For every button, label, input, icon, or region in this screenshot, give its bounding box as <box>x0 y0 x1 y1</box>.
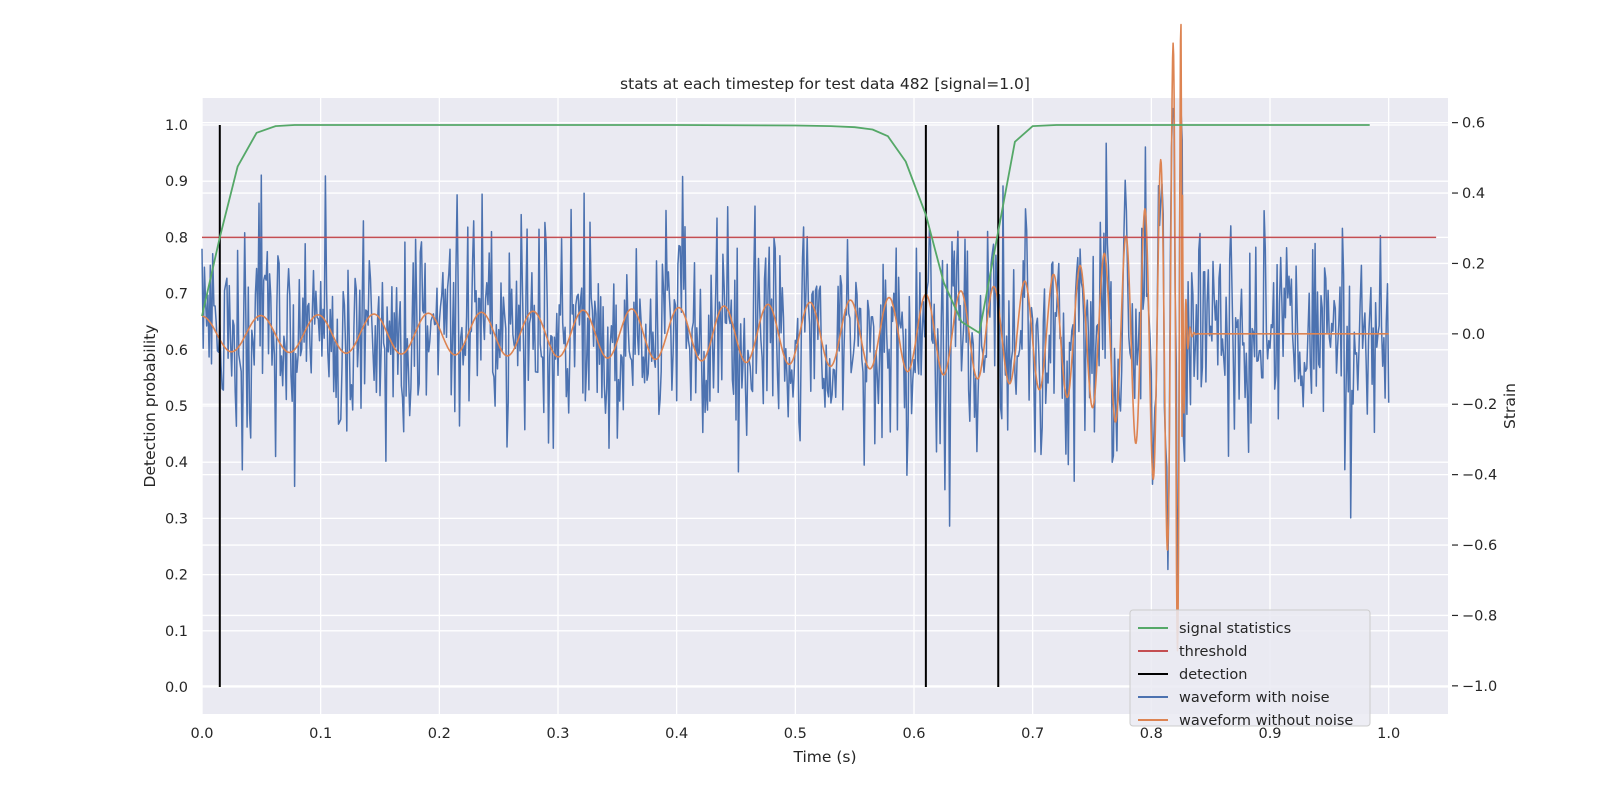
tick-labels: 0.0 0.1 0.2 0.3 0.4 0.5 0.6 0.7 0.8 0.9 1.0 0.0 0.1 0… <box>165 116 1497 742</box>
y2-axis-label: Strain <box>1501 383 1519 429</box>
y-tick-label: 0.4 <box>165 455 188 471</box>
signal-statistics-line <box>201 124 1370 334</box>
x-tick-label: 0.0 <box>190 726 213 742</box>
y-tick-label: 0.7 <box>165 287 188 303</box>
y-tick-label: 0.0 <box>165 680 188 696</box>
y-tick-label: 0.3 <box>165 511 188 527</box>
y-tick-label: 1.0 <box>165 118 188 134</box>
y-tick-label: 0.6 <box>165 343 188 359</box>
x-tick-label: 0.2 <box>428 726 451 742</box>
y2-tick-label: −0.8 <box>1462 608 1497 624</box>
legend-label: signal statistics <box>1179 621 1291 637</box>
x-tick-label: 0.6 <box>902 726 925 742</box>
x-tick-label: 0.7 <box>1021 726 1044 742</box>
y-tick-label: 0.1 <box>165 624 188 640</box>
chart-title: stats at each timestep for test data 482… <box>620 75 1030 93</box>
legend-label: threshold <box>1179 644 1247 660</box>
y2-tick-label: −1.0 <box>1462 679 1497 695</box>
y2-tick-label: 0.4 <box>1462 186 1485 202</box>
x-tick-label: 0.3 <box>546 726 569 742</box>
y2-tick-label: 0.0 <box>1462 327 1485 343</box>
y2-tick-label: −0.2 <box>1462 397 1497 413</box>
legend: signal statistics threshold detection wavef… <box>1129 609 1371 729</box>
waveform-without-noise-line <box>201 23 1389 652</box>
x-tick-label: 0.9 <box>1258 726 1281 742</box>
legend-label: detection <box>1179 667 1247 683</box>
x-tick-label: 0.8 <box>1140 726 1163 742</box>
y-axis-label: Detection probability <box>141 325 159 488</box>
y2-tick-label: 0.2 <box>1462 256 1485 272</box>
x-tick-label: 0.5 <box>784 726 807 742</box>
x-tick-label: 0.4 <box>665 726 688 742</box>
y-tick-label: 0.5 <box>165 399 188 415</box>
legend-label: waveform without noise <box>1179 713 1353 729</box>
y-tick-label: 0.8 <box>165 230 188 246</box>
y2-tick-label: −0.4 <box>1462 468 1497 484</box>
series-group <box>201 23 1437 688</box>
x-tick-label: 1.0 <box>1377 726 1400 742</box>
y-tick-label: 0.9 <box>165 174 188 190</box>
y2-tick-label: −0.6 <box>1462 538 1497 554</box>
x-tick-label: 0.1 <box>309 726 332 742</box>
waveform-with-noise-line <box>201 107 1390 591</box>
y2-tick-label: 0.6 <box>1462 116 1485 132</box>
x-axis-label: Time (s) <box>792 748 856 766</box>
legend-label: waveform with noise <box>1179 690 1330 706</box>
legend-box <box>1129 609 1371 727</box>
y-tick-label: 0.2 <box>165 568 188 584</box>
